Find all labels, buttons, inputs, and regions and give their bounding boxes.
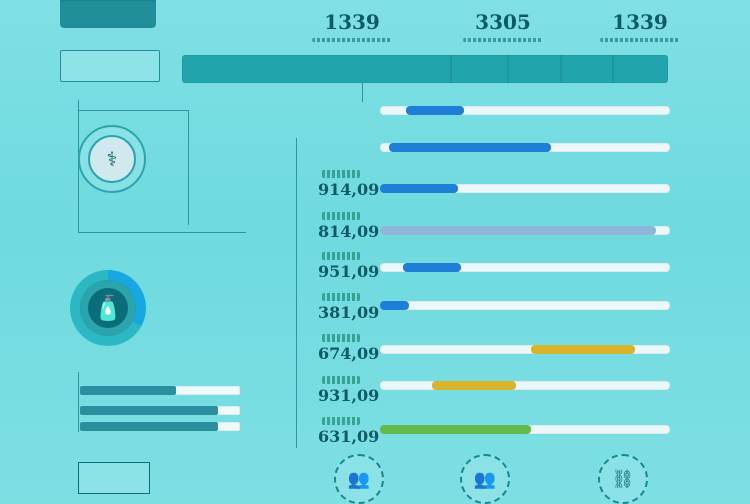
left-subpanel	[60, 50, 160, 82]
donut-label	[165, 282, 255, 312]
group-icon: 👥	[334, 454, 384, 504]
bar-5	[380, 263, 670, 272]
bar-8	[380, 381, 670, 390]
kpi-4-value: 381,09	[318, 303, 380, 322]
bar-6-fill	[380, 301, 409, 310]
mini-bar-1-fill	[80, 386, 176, 395]
mini-bar-2-fill	[80, 406, 218, 415]
bar-3	[380, 184, 670, 193]
stat-1: 1339	[312, 10, 392, 42]
kpi-3-value: 951,09	[318, 262, 380, 281]
top-bar	[182, 55, 668, 83]
tree-line	[188, 110, 189, 225]
bar-5-fill	[403, 263, 462, 272]
bar-1	[380, 106, 670, 115]
mini-caption-bottom	[85, 434, 205, 444]
stat-2-caption	[463, 38, 543, 42]
bar-6	[380, 301, 670, 310]
tree-line	[78, 232, 246, 233]
bar-2	[380, 143, 670, 152]
bar-3-fill	[380, 184, 459, 193]
label-under-circle	[78, 212, 168, 222]
bar-7	[380, 345, 670, 354]
donut-chart: 🧴	[70, 270, 146, 346]
mini-caption-top	[85, 376, 205, 386]
left-bottom-box-2	[162, 462, 262, 492]
kpi-1-tag	[322, 170, 360, 178]
medical-icon-circle: ⚕	[78, 125, 146, 193]
stat-3: 1339	[600, 10, 680, 42]
mini-bar-3	[80, 422, 240, 431]
network-icon: ⛓	[598, 454, 648, 504]
kpi-6-value: 931,09	[318, 386, 380, 405]
kpi-2-tag	[322, 212, 360, 220]
app-brand	[60, 0, 156, 28]
tree-line	[78, 372, 79, 432]
bar-8-fill	[432, 381, 517, 390]
tree-line	[78, 110, 188, 111]
mini-bar-1	[80, 386, 240, 395]
mini-bar-2	[80, 406, 240, 415]
group-icon: 👥	[460, 454, 510, 504]
bottle-icon: 🧴	[80, 280, 136, 336]
left-bottom-box	[78, 462, 150, 494]
kpi-7-value: 631,09	[318, 427, 380, 446]
pills-icon: ⚕	[88, 135, 136, 183]
stat-3-value: 1339	[612, 10, 668, 34]
kpi-5-tag	[322, 334, 360, 342]
connector-line	[362, 82, 363, 102]
kpi-1-value: 914,09	[318, 180, 380, 199]
mini-bar-3-fill	[80, 422, 218, 431]
stat-2-value: 3305	[475, 10, 531, 34]
bar-2-fill	[388, 143, 552, 152]
stat-1-caption	[312, 38, 392, 42]
kpi-7-tag	[322, 417, 360, 425]
kpi-5-value: 674,09	[318, 344, 380, 363]
kpi-4-tag	[322, 293, 360, 301]
kpi-3-tag	[322, 252, 360, 260]
bar-1-fill	[406, 106, 465, 115]
right-divider	[296, 138, 297, 448]
stat-1-value: 1339	[324, 10, 380, 34]
kpi-2-value: 814,09	[318, 222, 380, 241]
bar-4-fill	[380, 226, 656, 235]
stat-3-caption	[600, 38, 680, 42]
bar-9-fill	[380, 425, 531, 434]
bar-9	[380, 425, 670, 434]
kpi-6-tag	[322, 376, 360, 384]
bar-7-fill	[530, 345, 636, 354]
bar-4	[380, 226, 670, 235]
stat-2: 3305	[463, 10, 543, 42]
